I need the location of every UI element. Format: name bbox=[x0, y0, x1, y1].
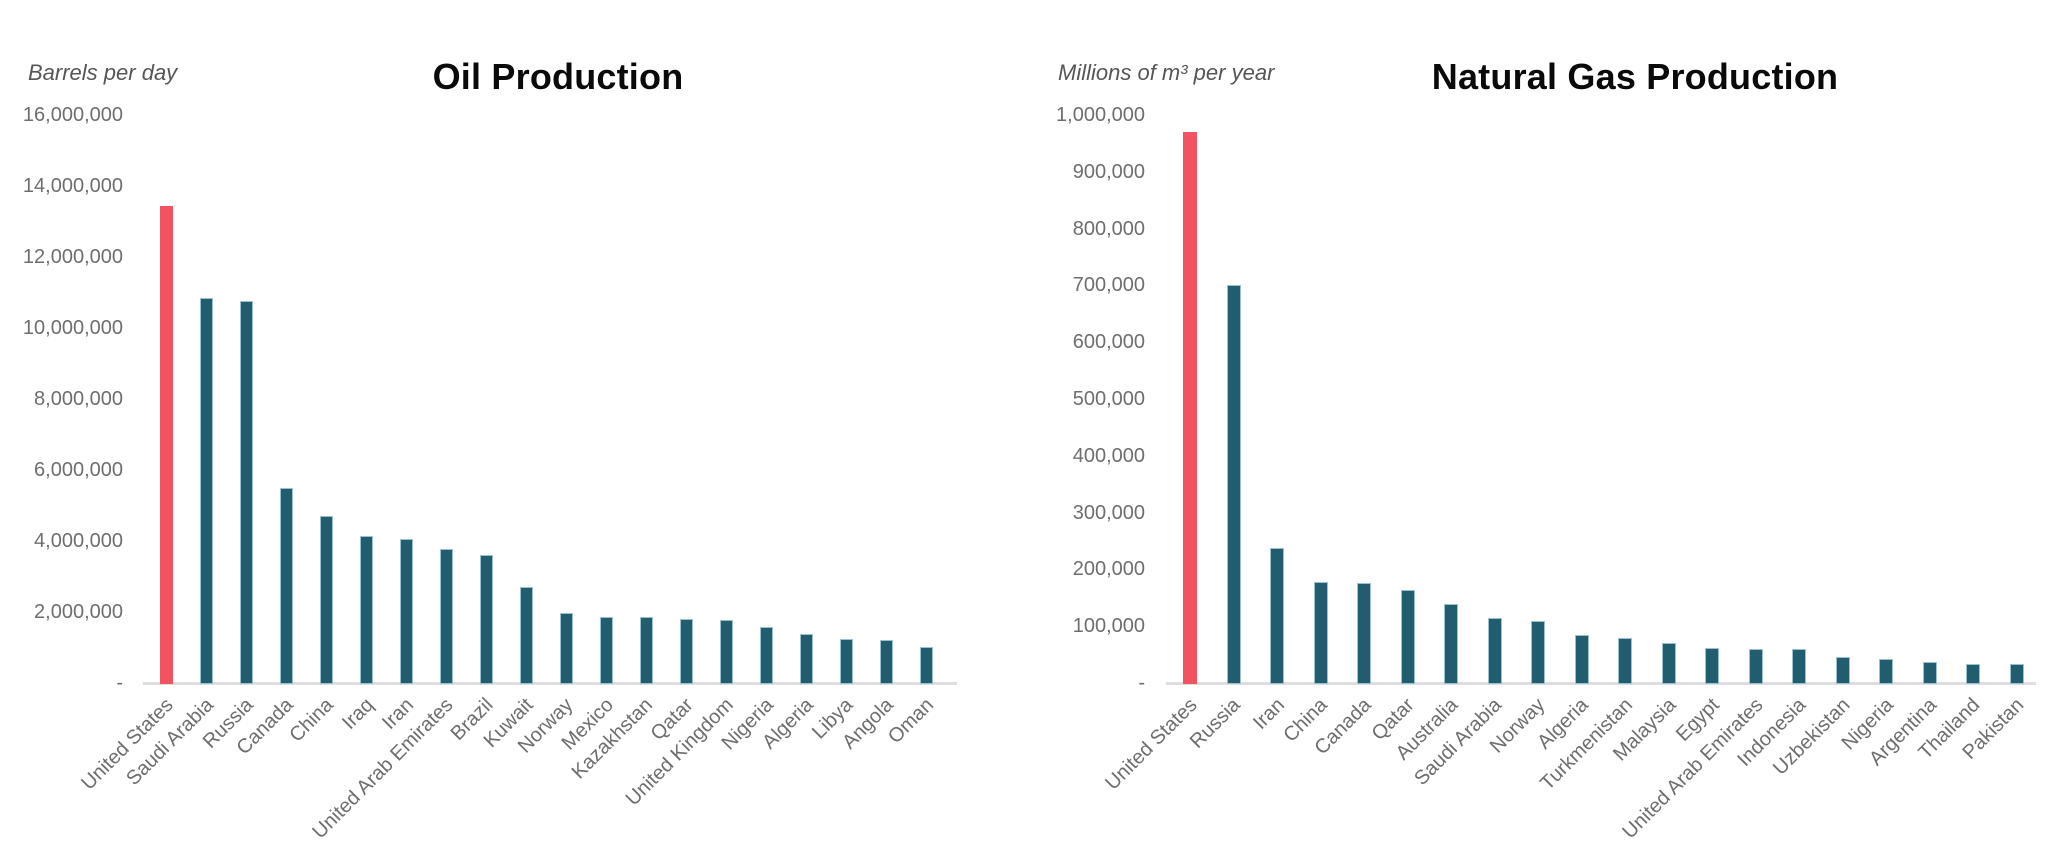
y-axis-tick-label: 800,000 bbox=[1072, 217, 1145, 240]
bar-canada bbox=[279, 488, 293, 684]
bar-angola bbox=[879, 640, 893, 684]
bar-iraq bbox=[359, 536, 373, 684]
bar-turkmenistan bbox=[1618, 637, 1632, 684]
y-axis-tick-label: 12,000,000 bbox=[22, 246, 123, 268]
bar-mexico bbox=[599, 616, 613, 684]
x-axis-label-united-states: United States bbox=[1101, 694, 1202, 795]
y-axis-tick-label: 400,000 bbox=[1072, 444, 1145, 467]
y-axis-tick-label: 2,000,000 bbox=[34, 601, 123, 623]
y-axis-tick-label: 500,000 bbox=[1072, 388, 1145, 410]
bar-china bbox=[1313, 581, 1328, 684]
bar-algeria bbox=[799, 634, 813, 684]
y-axis-tick-label: 900,000 bbox=[1072, 160, 1145, 183]
bar-norway bbox=[559, 613, 573, 684]
y-axis-tick-label: 16,000,000 bbox=[22, 104, 123, 126]
bar-saudi-arabia bbox=[199, 297, 213, 684]
x-axis-line bbox=[1166, 682, 2036, 685]
bar-argentina bbox=[1922, 661, 1937, 684]
oil-y-axis-unit-label: Barrels per day bbox=[28, 60, 178, 85]
bar-kazakhstan bbox=[639, 616, 653, 684]
y-axis-tick-label: 300,000 bbox=[1072, 501, 1145, 524]
bar-pakistan bbox=[2009, 663, 2024, 684]
x-axis-label-oman: Oman bbox=[883, 694, 938, 749]
bar-australia bbox=[1444, 604, 1458, 684]
bar-united-arab-emirates bbox=[439, 549, 453, 684]
gas-chart-title: Natural Gas Production bbox=[1431, 56, 1839, 97]
y-axis-tick-label: 6,000,000 bbox=[34, 459, 123, 481]
bar-russia bbox=[239, 300, 253, 684]
bar-indonesia bbox=[1792, 649, 1806, 684]
oil-chart-title: Oil Production bbox=[432, 56, 684, 97]
bar-united-kingdom bbox=[719, 620, 733, 684]
bar-united-states bbox=[159, 205, 173, 684]
bar-united-states bbox=[1183, 132, 1197, 684]
bar-saudi-arabia bbox=[1487, 618, 1502, 684]
bar-libya bbox=[839, 638, 853, 684]
bar-iran bbox=[1270, 548, 1284, 684]
bar-nigeria bbox=[1879, 658, 1893, 684]
bar-oman bbox=[919, 647, 933, 684]
bar-egypt bbox=[1705, 647, 1719, 684]
bar-algeria bbox=[1574, 635, 1589, 684]
bar-malaysia bbox=[1661, 643, 1676, 684]
bar-qatar bbox=[1400, 589, 1415, 684]
y-axis-tick-label: 100,000 bbox=[1072, 615, 1145, 638]
y-axis-tick-label: 14,000,000 bbox=[22, 175, 123, 197]
bar-russia bbox=[1226, 285, 1241, 684]
y-axis-tick-label: 1,000,000 bbox=[1056, 104, 1145, 126]
x-axis-label-iraq: Iraq bbox=[337, 694, 378, 734]
y-axis-tick-label: 10,000,000 bbox=[22, 317, 123, 339]
bar-united-arab-emirates bbox=[1748, 648, 1763, 684]
bar-brazil bbox=[479, 554, 493, 684]
bar-kuwait bbox=[519, 587, 533, 684]
bar-qatar bbox=[679, 619, 693, 684]
x-axis-line bbox=[143, 682, 957, 685]
bar-china bbox=[319, 516, 333, 684]
bar-iran bbox=[399, 538, 413, 684]
y-axis-tick-label: 4,000,000 bbox=[34, 530, 123, 552]
y-axis-tick-label: 700,000 bbox=[1072, 274, 1145, 297]
x-axis-label-china: China bbox=[285, 694, 338, 747]
bar-thailand bbox=[1966, 663, 1980, 684]
y-axis-zero-tick-label: - bbox=[1138, 672, 1145, 694]
bar-nigeria bbox=[759, 626, 773, 684]
bar-uzbekistan bbox=[1835, 657, 1850, 684]
bar-norway bbox=[1531, 620, 1545, 684]
y-axis-tick-label: 600,000 bbox=[1072, 331, 1145, 354]
y-axis-zero-tick-label: - bbox=[116, 672, 123, 694]
y-axis-tick-label: 200,000 bbox=[1072, 558, 1145, 581]
bar-canada bbox=[1357, 583, 1371, 684]
y-axis-tick-label: 8,000,000 bbox=[34, 388, 123, 410]
gas-y-axis-unit-label: Millions of m³ per year bbox=[1058, 60, 1275, 85]
